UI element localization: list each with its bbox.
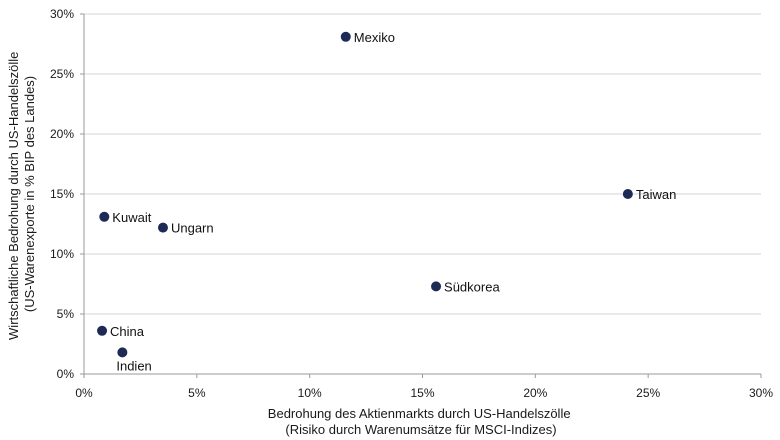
data-points: [97, 31, 633, 358]
x-tick-label: 25%: [636, 386, 660, 400]
y-axis-title-line-2: (US-Warenexporte in % BIP des Landes): [22, 76, 37, 312]
x-tick-label: 10%: [298, 386, 322, 400]
data-point: [97, 325, 108, 336]
point-label: Ungarn: [171, 221, 214, 236]
point-label: Mexiko: [354, 30, 395, 45]
data-point: [117, 347, 128, 358]
x-tick-labels: 0% 5% 10% 15% 20% 25% 30%: [75, 386, 773, 400]
y-tick-label: 0%: [57, 367, 75, 381]
y-tick-label: 30%: [50, 7, 74, 21]
y-tick-label: 10%: [50, 247, 74, 261]
x-tick-label: 30%: [749, 386, 773, 400]
axes: [80, 13, 762, 378]
data-point: [99, 211, 110, 222]
data-point: [622, 189, 633, 199]
data-point: [431, 281, 442, 292]
y-axis-title: Wirtschaftliche Bedrohung durch US-Hande…: [6, 48, 37, 340]
x-tick-label: 20%: [523, 386, 547, 400]
point-label: Taiwan: [636, 187, 676, 202]
x-axis-title: Bedrohung des Aktienmarkts durch US-Hand…: [268, 406, 574, 437]
gridlines: [84, 13, 761, 315]
y-tick-label: 5%: [57, 307, 75, 321]
point-label: China: [110, 324, 145, 339]
x-tick-label: 0%: [75, 386, 93, 400]
x-tick-label: 15%: [410, 386, 434, 400]
x-axis-title-line-1: Bedrohung des Aktienmarkts durch US-Hand…: [268, 406, 571, 421]
point-label: Indien: [116, 358, 151, 373]
point-labels: Mexiko Taiwan Kuwait Ungarn Südkorea China Ind…: [110, 30, 676, 374]
data-point: [157, 222, 168, 233]
y-tick-label: 25%: [50, 67, 74, 81]
point-label: Kuwait: [112, 210, 151, 225]
data-point: [340, 31, 351, 42]
x-tick-label: 5%: [188, 386, 206, 400]
y-tick-label: 20%: [50, 127, 74, 141]
point-label: Südkorea: [444, 279, 500, 294]
y-tick-labels: 0% 5% 10% 15% 20% 25% 30%: [50, 7, 74, 381]
y-tick-label: 15%: [50, 187, 74, 201]
y-axis-title-line-1: Wirtschaftliche Bedrohung durch US-Hande…: [6, 52, 21, 340]
x-axis-title-line-2: (Risiko durch Warenumsätze für MSCI-Indi…: [285, 422, 556, 437]
